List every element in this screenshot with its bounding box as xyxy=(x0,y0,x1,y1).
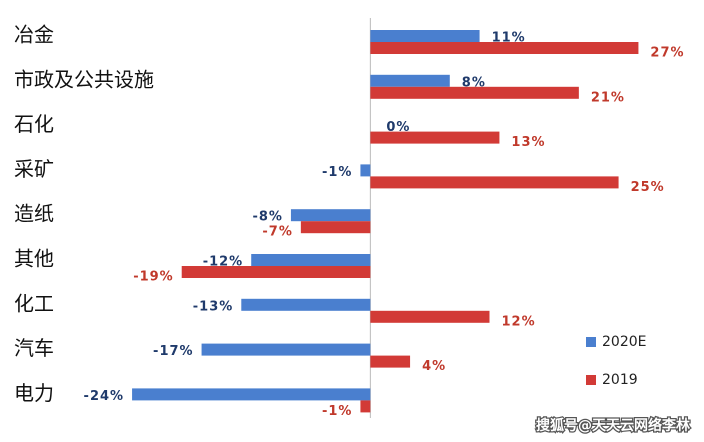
value-label: -8% xyxy=(252,210,282,225)
category-label: 石化 xyxy=(14,112,54,136)
bar xyxy=(132,388,371,401)
value-label: 21% xyxy=(591,90,625,105)
value-label: 12% xyxy=(502,314,536,329)
value-label: 4% xyxy=(422,359,446,374)
value-label: -13% xyxy=(193,299,234,314)
bar xyxy=(370,355,411,368)
bar xyxy=(370,74,450,87)
bar xyxy=(360,164,371,177)
category-label: 冶金 xyxy=(14,23,54,47)
value-label: -19% xyxy=(133,270,174,285)
bar xyxy=(370,42,639,54)
value-label: -1% xyxy=(322,165,352,180)
bar xyxy=(241,298,371,311)
watermark: 搜狐号@天天云网络李林 xyxy=(536,417,690,434)
category-label: 电力 xyxy=(14,381,54,405)
value-label: 13% xyxy=(511,135,545,150)
bar xyxy=(370,86,579,99)
legend-label: 2020E xyxy=(602,334,646,350)
category-label: 采矿 xyxy=(14,157,54,181)
category-label: 化工 xyxy=(14,291,54,315)
bar xyxy=(290,209,371,222)
bar xyxy=(370,310,490,323)
legend-label: 2019 xyxy=(602,372,638,388)
bar xyxy=(370,176,619,189)
legend-swatch xyxy=(586,337,596,347)
bar xyxy=(360,400,371,413)
value-label: 11% xyxy=(492,31,526,46)
bar xyxy=(181,266,371,278)
category-label: 市政及公共设施 xyxy=(14,67,154,91)
value-label: -17% xyxy=(153,344,194,359)
bar xyxy=(201,343,371,356)
category-label: 汽车 xyxy=(14,336,54,360)
value-label: -1% xyxy=(322,404,352,419)
bar xyxy=(370,131,500,144)
value-label: -7% xyxy=(262,225,292,240)
legend-swatch xyxy=(586,375,596,385)
bar xyxy=(251,254,371,266)
bar xyxy=(300,221,371,234)
value-label: 25% xyxy=(631,180,665,195)
bar xyxy=(370,30,480,42)
value-label: -24% xyxy=(84,389,125,404)
category-label: 其他 xyxy=(14,247,54,271)
value-label: 0% xyxy=(386,120,410,135)
value-label: 8% xyxy=(462,75,486,90)
category-label: 造纸 xyxy=(14,202,54,226)
value-label: -12% xyxy=(203,255,244,270)
value-label: 27% xyxy=(650,46,684,61)
